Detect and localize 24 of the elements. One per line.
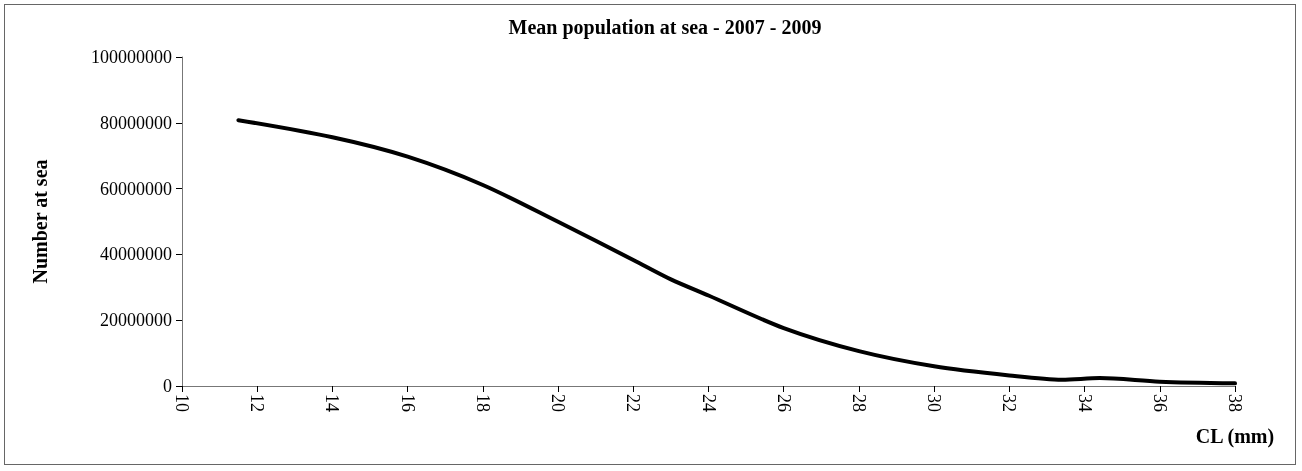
x-tick-label: 10 [172,394,192,412]
y-tick-label: 20000000 [100,310,172,331]
x-tick-label: 12 [247,394,268,412]
x-axis-title: CL (mm) [1195,425,1275,448]
x-tick-label: 30 [924,394,945,412]
y-tick-label: 40000000 [100,244,172,265]
x-tick-label: 32 [999,394,1020,412]
x-tick-label: 20 [548,394,569,412]
chart-title: Mean population at sea - 2007 - 2009 [508,16,822,39]
y-tick-label: 100000000 [91,47,172,67]
y-tick-label: 80000000 [100,112,172,133]
y-axis-title: Number at sea [29,159,51,284]
x-tick-label: 34 [1074,394,1095,412]
x-tick-label: 26 [773,394,794,412]
y-tick-label: 0 [163,376,172,396]
x-tick-label: 14 [322,394,343,412]
x-tick-label: 36 [1149,394,1170,412]
x-tick-label: 16 [397,394,418,412]
x-tick-label: 18 [472,394,493,412]
x-tick-label: 38 [1225,394,1245,412]
x-tick-label: 28 [848,394,869,412]
y-tick-label: 60000000 [100,178,172,199]
x-tick-label: 24 [698,394,719,412]
x-tick-label: 22 [623,394,644,412]
